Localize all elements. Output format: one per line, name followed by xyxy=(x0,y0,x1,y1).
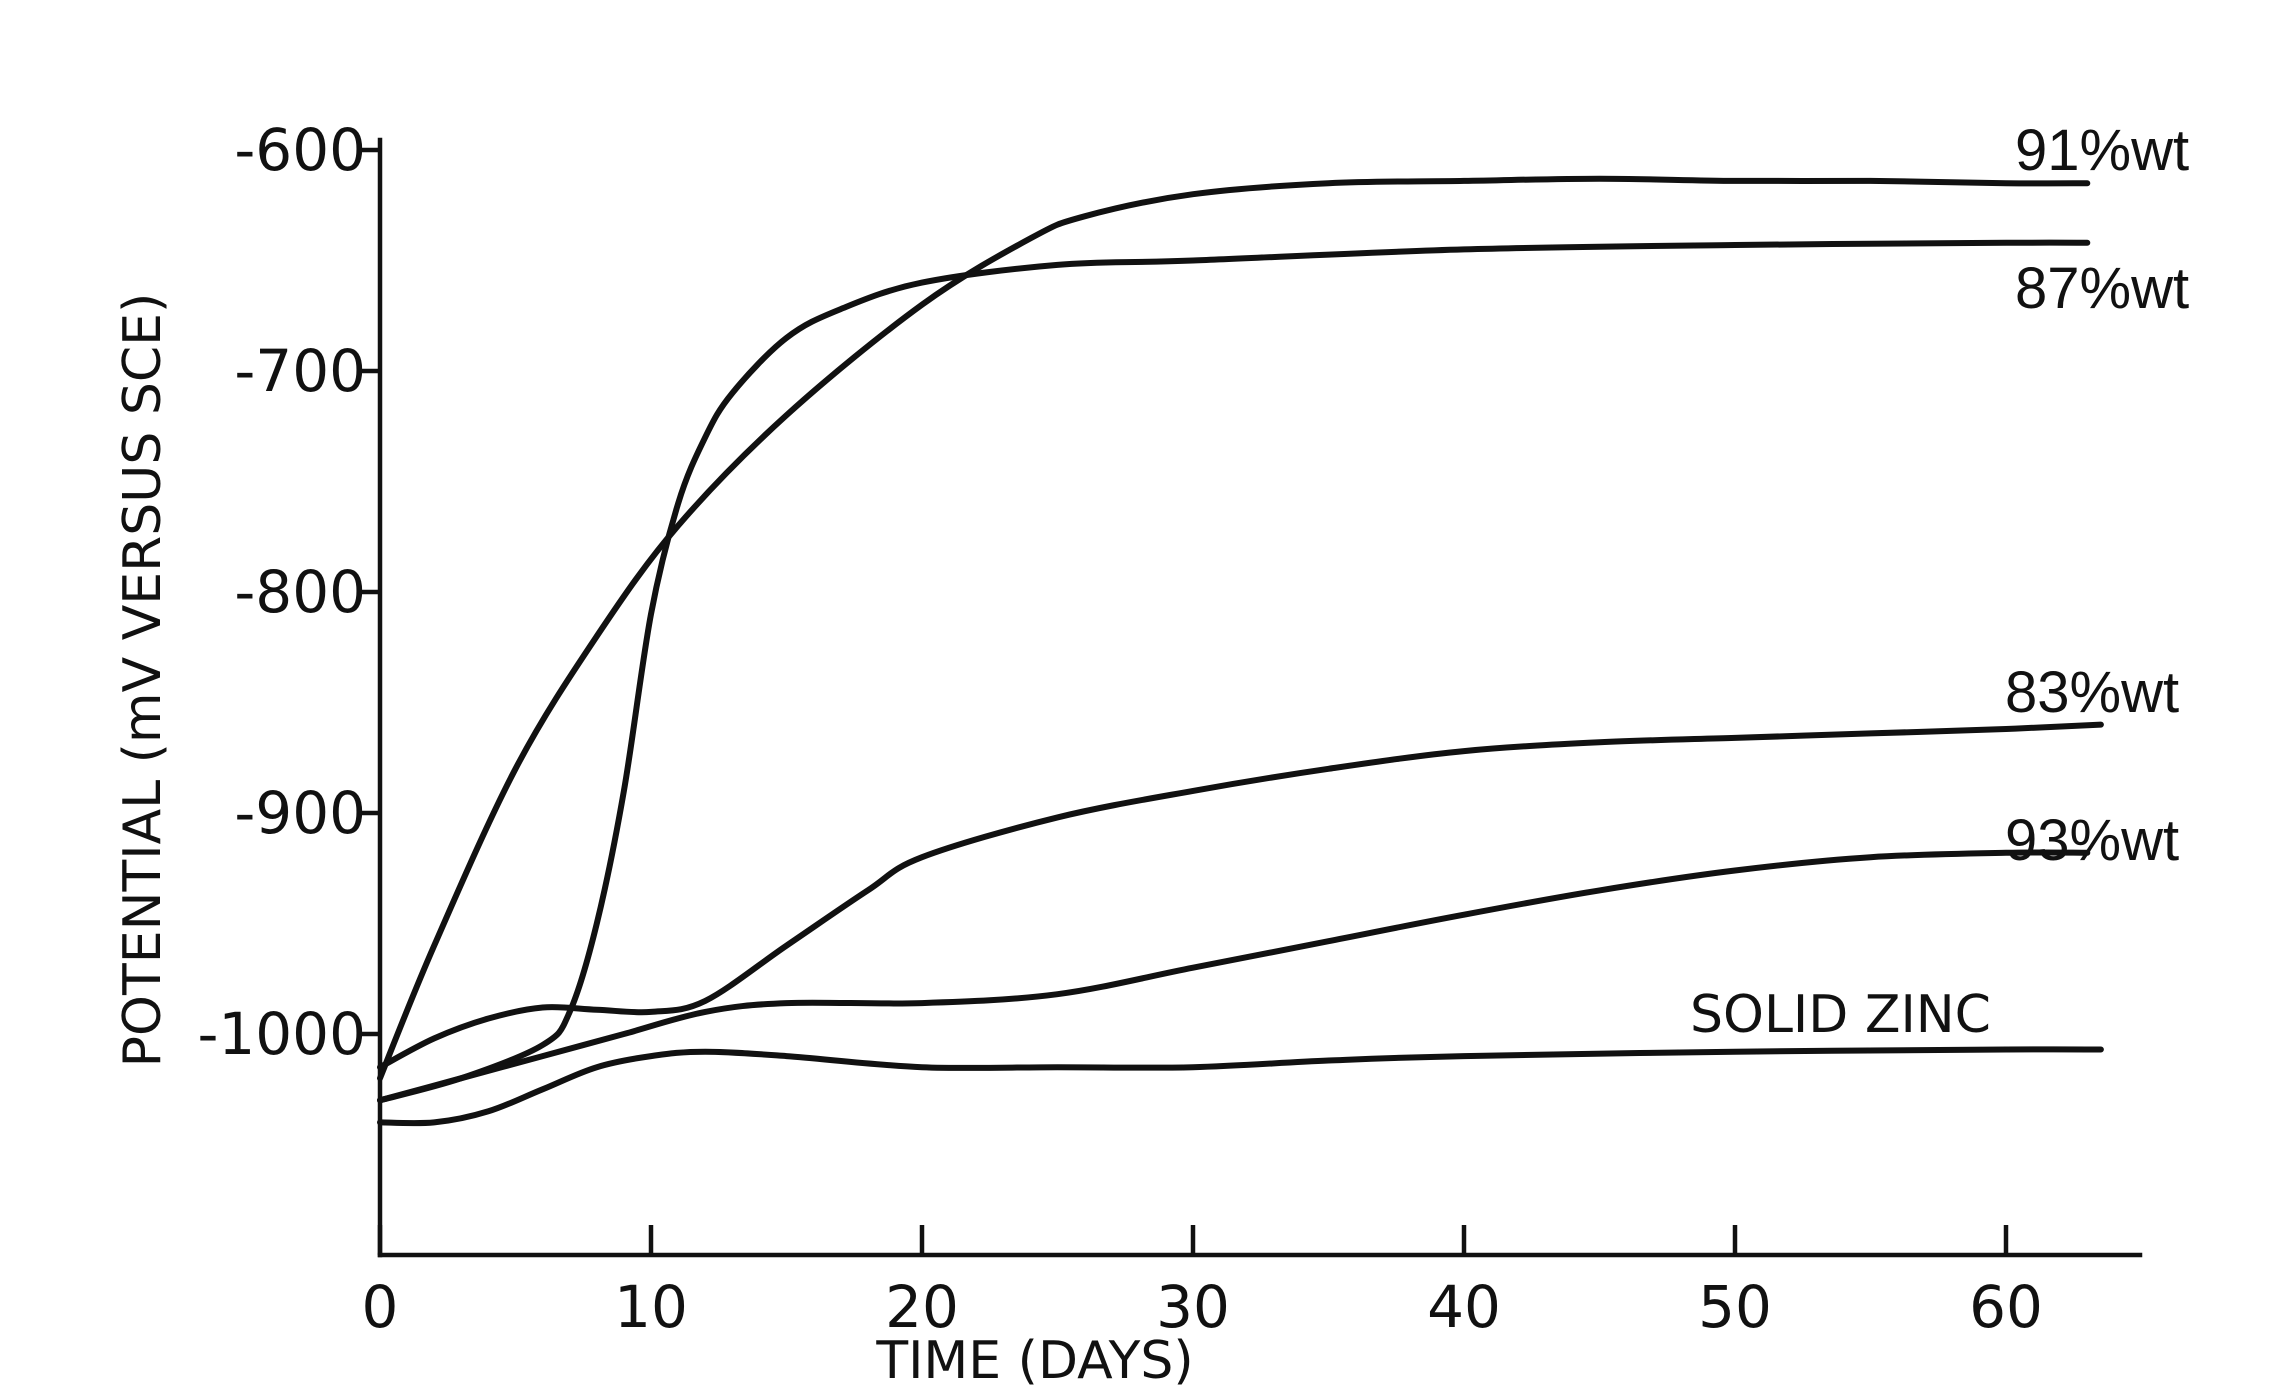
x-tick-label: 20 xyxy=(885,1273,959,1341)
y-tick-label: -800 xyxy=(234,558,366,626)
y-tick-label: -700 xyxy=(234,337,366,405)
series-line-solid-zinc xyxy=(377,1046,2104,1127)
series-line-83-wt xyxy=(377,721,2104,1071)
series-layer xyxy=(377,175,2104,1127)
x-axis-title: TIME (DAYS) xyxy=(875,1331,1193,1391)
series-line-91-wt xyxy=(377,175,2091,1082)
series-label-83-wt: 83%wt xyxy=(2005,660,2179,725)
x-tick-label: 60 xyxy=(1969,1273,2043,1341)
series-line-87-wt xyxy=(377,239,2091,1104)
x-tick-label: 10 xyxy=(614,1273,688,1341)
series-label-87-wt: 87%wt xyxy=(2015,256,2189,321)
x-tick-label: 50 xyxy=(1698,1273,1772,1341)
axes: -600 -700 -800 -900 -1000 0 10 20 30 40 50 60 xyxy=(197,116,2143,1341)
x-tick-label: 30 xyxy=(1156,1273,1230,1341)
x-tick-label: 40 xyxy=(1427,1273,1501,1341)
series-label-91-wt: 91%wt xyxy=(2015,118,2189,183)
x-tick-label: 0 xyxy=(362,1273,399,1341)
series-line-93-wt xyxy=(377,849,2091,1104)
y-axis-title: POTENTIAL (mV VERSUS SCE) xyxy=(113,293,173,1068)
label-layer: 91%wt 87%wt 83%wt 93%wt SOLID ZINC xyxy=(1690,118,2189,1045)
y-tick-label: -900 xyxy=(234,779,366,847)
series-label-93-wt: 93%wt xyxy=(2005,808,2179,873)
y-tick-label: -600 xyxy=(234,116,366,184)
y-tick-label: -1000 xyxy=(197,1000,366,1068)
series-label-solid-zinc: SOLID ZINC xyxy=(1690,985,1991,1045)
